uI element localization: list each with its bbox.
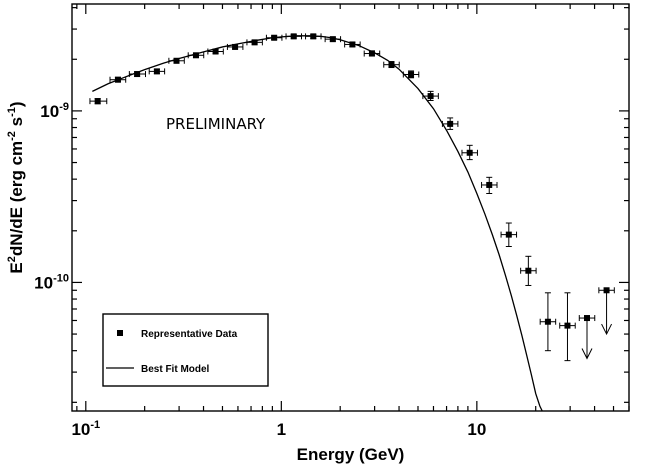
- data-marker: [544, 318, 551, 325]
- data-point: [207, 48, 224, 55]
- data-point: [402, 70, 420, 79]
- x-axis-tick-labels: 10-1 1 10: [71, 419, 486, 439]
- data-marker: [505, 231, 512, 238]
- preliminary-annotation: PRELIMINARY: [166, 115, 266, 133]
- x-axis-label: Energy (GeV): [297, 445, 405, 464]
- legend: Representative Data Best Fit Model: [102, 313, 269, 387]
- data-marker: [349, 41, 356, 48]
- data-marker: [388, 61, 395, 68]
- data-marker: [466, 149, 473, 156]
- best-fit-model-line: [92, 35, 543, 412]
- data-marker: [94, 98, 101, 105]
- y-tick-label: 10-9: [40, 101, 69, 121]
- data-point: [344, 41, 361, 48]
- data-point: [89, 98, 108, 105]
- y-tick-label: 10-10: [34, 272, 69, 292]
- data-point: [324, 36, 342, 43]
- data-marker: [408, 71, 415, 78]
- data-point: [363, 50, 381, 57]
- data-point: [559, 292, 576, 362]
- x-tick-label: 1: [277, 420, 286, 439]
- data-marker: [192, 52, 199, 59]
- data-point: [148, 68, 166, 75]
- data-marker: [584, 315, 591, 322]
- data-marker: [232, 43, 239, 50]
- data-marker: [368, 50, 375, 57]
- legend-label-data: Representative Data: [141, 329, 238, 340]
- data-point: [128, 71, 147, 78]
- y-axis-ticks: [72, 7, 629, 403]
- data-point: [383, 61, 400, 69]
- data-point: [422, 90, 439, 101]
- data-marker: [310, 33, 317, 40]
- data-point: [481, 176, 498, 194]
- x-axis-ticks: [76, 4, 630, 411]
- data-marker: [329, 36, 336, 43]
- data-point: [187, 52, 205, 59]
- data-point: [265, 34, 283, 41]
- data-point: [598, 287, 615, 336]
- data-point: [441, 117, 459, 130]
- y-axis-tick-labels: 10-9 10-10: [34, 101, 69, 293]
- data-marker: [525, 267, 532, 274]
- data-point: [305, 33, 322, 40]
- data-marker: [114, 76, 121, 83]
- data-marker: [290, 33, 297, 40]
- data-marker: [271, 34, 278, 41]
- upper-limit-arrowhead: [601, 323, 613, 336]
- data-marker: [603, 287, 610, 294]
- data-marker: [564, 322, 571, 329]
- data-point: [226, 43, 244, 50]
- data-point: [500, 222, 518, 247]
- data-point: [168, 57, 185, 64]
- data-points: [89, 33, 615, 362]
- y-axis-label: E2dN/dE (erg cm-2 s-1): [6, 101, 26, 273]
- data-marker: [251, 39, 258, 46]
- data-point: [520, 255, 537, 286]
- data-point: [578, 315, 596, 360]
- data-point: [246, 39, 263, 46]
- plot-frame: [71, 3, 630, 412]
- upper-limit-arrowhead: [581, 348, 593, 360]
- legend-box: [102, 313, 269, 387]
- x-tick-label: 10: [467, 420, 486, 439]
- data-marker: [427, 93, 434, 100]
- data-point: [461, 144, 478, 161]
- data-marker: [153, 68, 160, 75]
- data-point: [285, 33, 302, 40]
- data-marker: [212, 48, 219, 55]
- data-marker: [486, 181, 493, 188]
- data-marker: [134, 71, 141, 78]
- data-point: [539, 292, 557, 352]
- legend-data-marker: [117, 330, 123, 336]
- data-marker: [447, 120, 454, 127]
- data-marker: [173, 57, 180, 64]
- x-tick-label: 10-1: [71, 419, 100, 439]
- legend-label-model: Best Fit Model: [141, 364, 210, 375]
- data-point: [109, 76, 127, 83]
